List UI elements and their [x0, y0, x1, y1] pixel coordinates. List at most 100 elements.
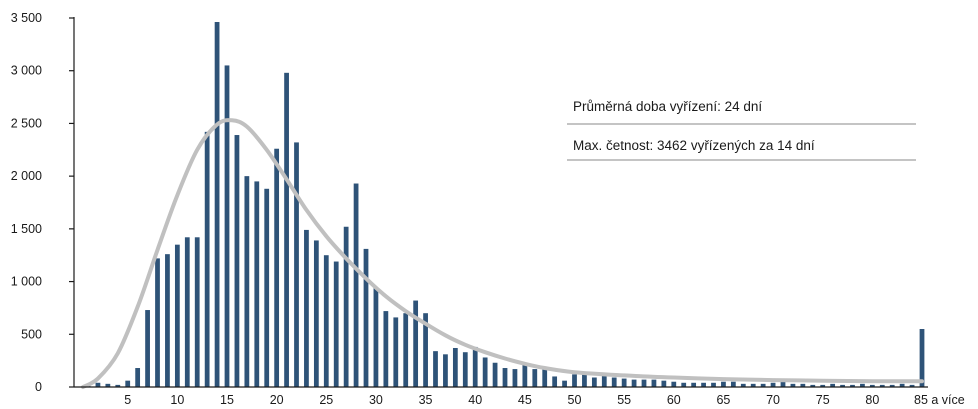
bar-10 [174, 244, 180, 387]
x-tick-label: 60 [667, 393, 681, 407]
y-axis-ticks: 0 500 1 000 1 500 2 000 2 500 3 000 3 500 [11, 11, 74, 394]
x-tick-label: 45 [518, 393, 532, 407]
bar-40 [472, 346, 478, 387]
y-tick-label: 2 000 [11, 169, 42, 183]
x-tick-label: 15 [220, 393, 234, 407]
bar-57 [641, 379, 647, 387]
bar-53 [601, 375, 607, 387]
bar-81 [879, 384, 885, 387]
bar-4 [115, 384, 121, 387]
x-tick-label: 35 [419, 393, 433, 407]
bar-34 [413, 300, 419, 387]
bar-27 [343, 226, 349, 387]
bar-14 [214, 22, 220, 387]
bar-56 [631, 379, 637, 387]
bar-44 [512, 369, 518, 387]
bar-70 [770, 382, 776, 387]
bar-78 [850, 384, 855, 387]
bar-16 [234, 135, 240, 387]
y-tick-label: 2 500 [11, 116, 42, 130]
bar-76 [830, 383, 836, 387]
x-tick-label: 70 [766, 393, 780, 407]
bar-36 [433, 351, 438, 387]
bar-21 [284, 72, 289, 387]
bar-12 [194, 237, 200, 387]
bar-46 [532, 369, 538, 387]
bar-5 [125, 380, 131, 387]
x-tick-label: 10 [170, 393, 184, 407]
bar-18 [254, 181, 260, 387]
bar-2 [95, 382, 101, 387]
bar-67 [740, 383, 746, 387]
bar-72 [790, 383, 796, 387]
bar-37 [443, 354, 448, 387]
bar-69 [760, 383, 766, 387]
bar-68 [750, 383, 756, 387]
bar-7 [145, 310, 150, 387]
bar-30 [373, 287, 379, 387]
bar-15 [224, 65, 230, 387]
bar-8 [155, 258, 160, 387]
bar-13 [204, 131, 210, 387]
bar-77 [840, 384, 845, 387]
bar-43 [502, 368, 508, 387]
bar-22 [294, 142, 299, 387]
x-tick-label: 25 [319, 393, 333, 407]
x-tick-label: 80 [865, 393, 879, 407]
bar-19 [264, 188, 270, 387]
bar-25 [323, 255, 329, 387]
bar-23 [304, 229, 309, 387]
bar-11 [184, 237, 190, 387]
y-tick-label: 3 500 [11, 11, 42, 25]
bar-45 [522, 363, 528, 387]
annotation-max: Max. četnost: 3462 vyřízených za 14 dní [573, 138, 815, 153]
x-tick-label: 30 [369, 393, 383, 407]
bars [85, 22, 925, 387]
bar-47 [542, 369, 548, 387]
annotation-box: Průměrná doba vyřízení: 24 dní Max. četn… [567, 99, 916, 161]
x-tick-label: 75 [816, 393, 830, 407]
x-tick-label: 40 [468, 393, 482, 407]
bar-84 [909, 384, 915, 387]
bar-54 [611, 377, 617, 387]
bar-38 [452, 347, 458, 387]
bar-33 [403, 313, 409, 387]
bar-42 [492, 362, 498, 387]
bar-55 [621, 378, 627, 387]
x-tick-label: 20 [270, 393, 284, 407]
x-tick-label: 65 [716, 393, 730, 407]
bar-58 [651, 379, 657, 387]
bar-39 [462, 352, 468, 387]
bar-48 [552, 376, 558, 387]
bar-64 [711, 382, 716, 387]
bar-59 [661, 380, 667, 387]
bar-83 [899, 383, 905, 387]
bar-24 [313, 240, 319, 387]
x-tick-label: 50 [568, 393, 582, 407]
fitted-distribution-curve [81, 118, 924, 389]
x-tick-label: 85 a více [914, 393, 965, 407]
bar-75 [820, 384, 826, 387]
bar-85 [919, 329, 925, 387]
bar-80 [869, 384, 875, 387]
bar-71 [780, 380, 786, 387]
bar-20 [274, 148, 280, 387]
y-tick-label: 1 500 [11, 222, 42, 236]
bar-17 [244, 176, 250, 387]
y-tick-label: 1 000 [11, 275, 42, 289]
bar-62 [691, 382, 697, 387]
x-tick-label: 55 [617, 393, 631, 407]
bar-65 [721, 381, 726, 387]
y-tick-label: 0 [35, 380, 42, 394]
bar-41 [482, 357, 488, 387]
bar-29 [363, 248, 369, 387]
bar-61 [681, 382, 687, 387]
x-axis-ticks: 5 10 15 20 25 30 35 40 45 50 55 60 65 70 75 80 85 a více [124, 393, 965, 407]
bar-63 [701, 382, 706, 387]
bar-35 [423, 313, 428, 387]
bar-9 [165, 254, 170, 387]
annotation-mean: Průměrná doba vyřízení: 24 dní [573, 99, 762, 114]
y-tick-label: 3 000 [11, 64, 42, 78]
bar-26 [333, 261, 339, 387]
